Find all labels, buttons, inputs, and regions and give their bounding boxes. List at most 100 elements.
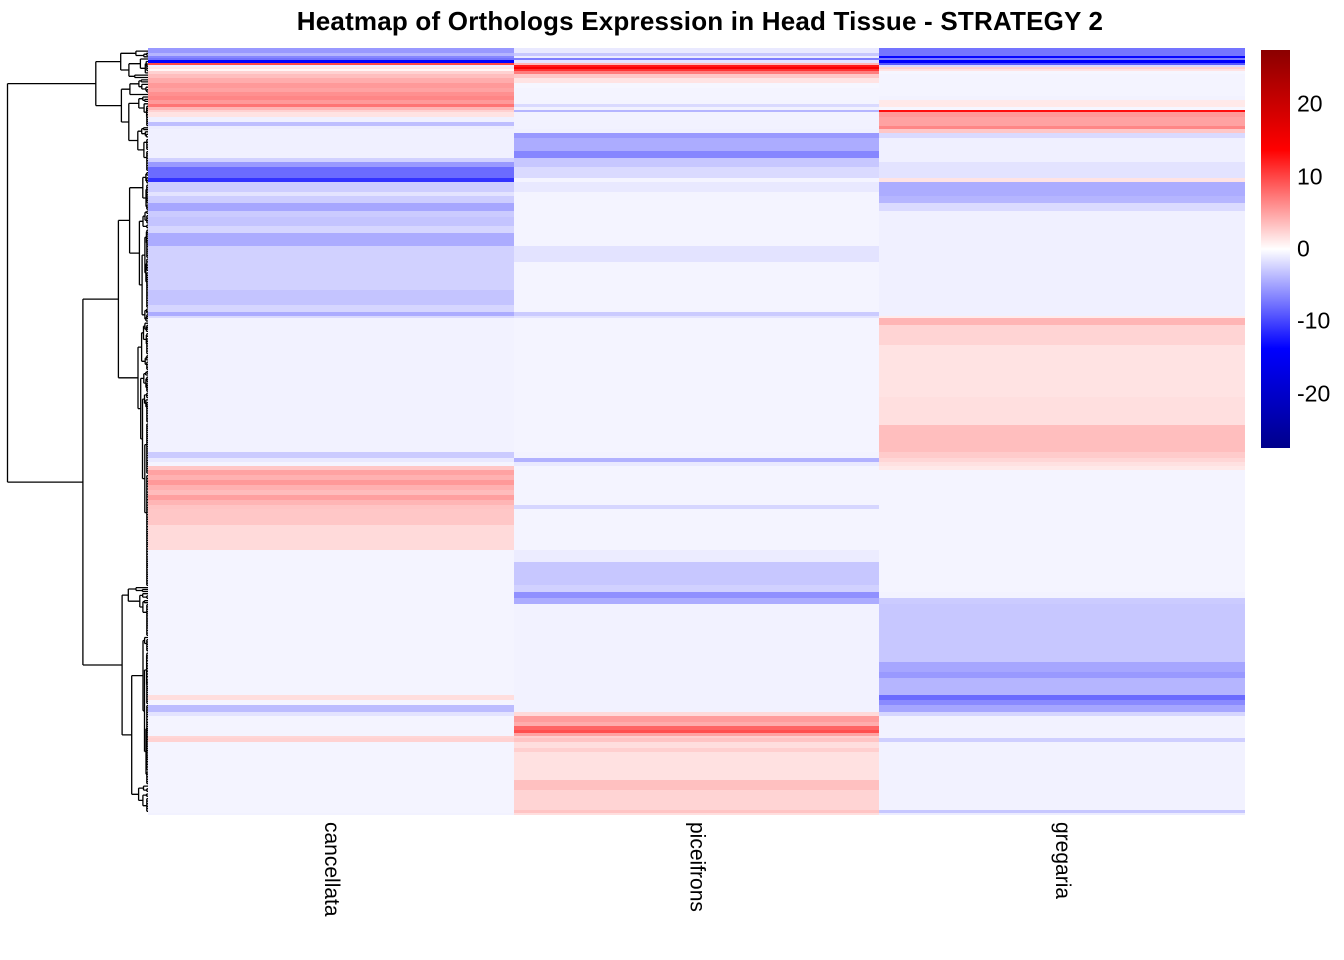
heatmap-band <box>513 716 880 723</box>
heatmap-band <box>148 397 515 426</box>
heatmap-band <box>513 58 880 61</box>
heatmap-band <box>879 748 1246 753</box>
heatmap-band <box>513 475 880 481</box>
heatmap-band <box>879 705 1246 713</box>
heatmap-band <box>879 462 1246 467</box>
heatmap-band <box>148 695 515 701</box>
heatmap-column-piceifrons <box>513 48 880 815</box>
col-label-piceifrons: piceifrons <box>685 822 709 912</box>
heatmap-band <box>879 48 1246 54</box>
heatmap-band <box>148 151 515 159</box>
heatmap-band <box>148 452 515 459</box>
heatmap-band <box>879 345 1246 398</box>
heatmap-band <box>148 203 515 212</box>
heatmap-band <box>513 65 880 68</box>
heatmap-band <box>148 742 515 749</box>
heatmap-band <box>148 178 515 183</box>
heatmap-band <box>513 67 880 70</box>
colorbar-tick-label: -10 <box>1297 307 1331 334</box>
heatmap-band <box>513 500 880 506</box>
heatmap-band <box>513 126 880 130</box>
heatmap-band <box>879 662 1246 673</box>
heatmap-band <box>513 233 880 247</box>
heatmap-band <box>513 78 880 84</box>
heatmap-band <box>879 138 1246 152</box>
heatmap-band <box>879 318 1246 326</box>
heatmap-band <box>513 133 880 139</box>
heatmap-band <box>879 167 1246 179</box>
heatmap-band <box>879 752 1246 781</box>
heatmap-band <box>513 92 880 97</box>
heatmap-band <box>513 550 880 563</box>
heatmap-band <box>148 485 515 491</box>
heatmap-band <box>513 505 880 510</box>
heatmap-band <box>879 813 1246 815</box>
heatmap-band <box>513 705 880 713</box>
heatmap-band <box>513 672 880 679</box>
heatmap-band <box>148 104 515 108</box>
heatmap-band <box>879 525 1246 551</box>
heatmap-band <box>879 56 1246 59</box>
heatmap-band <box>879 133 1246 139</box>
heatmap-band <box>513 192 880 197</box>
heatmap-band <box>879 110 1246 113</box>
heatmap-band <box>879 67 1246 70</box>
heatmap-band <box>879 262 1246 291</box>
heatmap-band <box>879 65 1246 68</box>
colorbar-tick-label: 20 <box>1297 90 1323 117</box>
heatmap-band <box>148 672 515 679</box>
heatmap-band <box>879 211 1246 218</box>
heatmap-band <box>148 509 515 526</box>
heatmap-band <box>148 700 515 706</box>
heatmap-band <box>513 162 880 168</box>
heatmap-band <box>513 151 880 159</box>
heatmap-band <box>148 736 515 739</box>
heatmap-band <box>148 748 515 753</box>
heatmap-band <box>879 100 1246 105</box>
heatmap-band <box>148 92 515 97</box>
heatmap-band <box>879 233 1246 247</box>
heatmap-band <box>879 790 1246 811</box>
heatmap-band <box>879 226 1246 234</box>
heatmap-band <box>879 452 1246 459</box>
heatmap-band <box>513 726 880 731</box>
heatmap-band <box>879 585 1246 593</box>
heatmap-band <box>879 104 1246 108</box>
heatmap-band <box>148 490 515 496</box>
heatmap-band <box>879 129 1246 134</box>
heatmap-band <box>879 74 1246 79</box>
heatmap-band <box>148 167 515 179</box>
heatmap-band <box>148 598 515 605</box>
heatmap-band <box>513 178 880 183</box>
heatmap-band <box>513 470 880 476</box>
heatmap-band <box>513 730 880 734</box>
heatmap-band <box>879 92 1246 97</box>
heatmap-band <box>513 462 880 467</box>
heatmap-band <box>148 67 515 70</box>
heatmap-band <box>148 662 515 673</box>
heatmap-band <box>879 592 1246 599</box>
heatmap-band <box>148 722 515 727</box>
heatmap-band <box>148 752 515 781</box>
heatmap-band <box>879 112 1246 118</box>
heatmap-band <box>148 88 515 93</box>
heatmap-band <box>148 550 515 563</box>
heatmap-band <box>879 203 1246 212</box>
heatmap-band <box>879 71 1246 75</box>
heatmap-band <box>513 700 880 706</box>
heatmap-band <box>148 733 515 737</box>
heatmap-band <box>513 53 880 57</box>
heatmap-band <box>513 112 880 118</box>
heatmap-band <box>879 730 1246 734</box>
heatmap-band <box>879 325 1246 346</box>
heatmap-band <box>513 490 880 496</box>
heatmap-band <box>148 325 515 346</box>
heatmap-band <box>879 726 1246 731</box>
heatmap-band <box>148 470 515 476</box>
heatmap-band <box>879 678 1246 696</box>
heatmap-band <box>879 716 1246 723</box>
heatmap-band <box>513 810 880 814</box>
heatmap-band <box>513 226 880 234</box>
heatmap-band <box>148 525 515 551</box>
heatmap-band <box>148 475 515 481</box>
